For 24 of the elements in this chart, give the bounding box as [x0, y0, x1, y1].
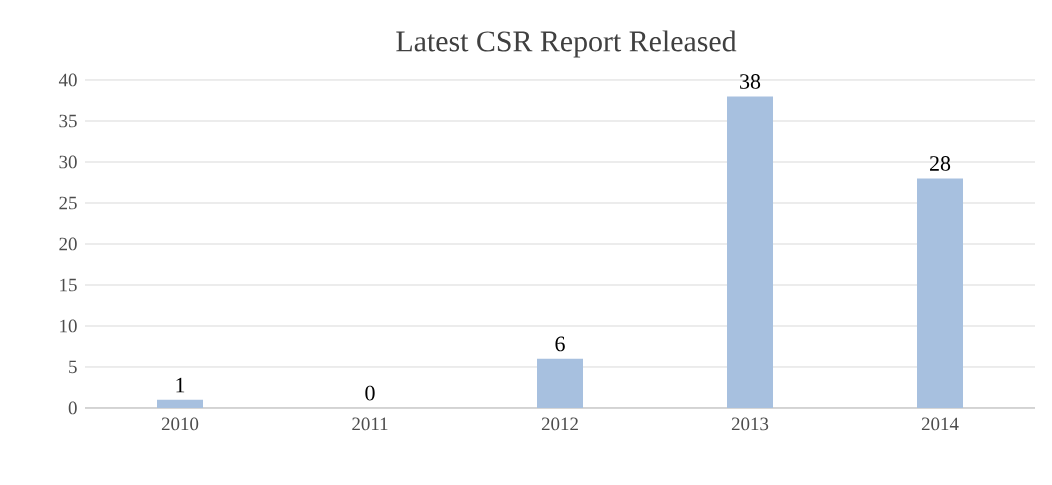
y-tick-label: 40	[58, 73, 77, 87]
y-tick-label: 5	[69, 360, 77, 374]
y-tick-label: 35	[59, 114, 77, 128]
y-tick-label: 30	[59, 155, 77, 169]
x-tick-label: 2014	[921, 417, 959, 431]
x-tick-label: 2012	[541, 417, 578, 431]
y-tick-label: 15	[60, 278, 77, 292]
bar	[917, 178, 964, 408]
y-tick-label: 25	[59, 196, 77, 210]
data-label: 28	[930, 156, 951, 171]
chart-title: Latest CSR Report Released	[396, 30, 737, 58]
x-tick-label: 2011	[352, 417, 388, 431]
x-tick-label: 2013	[731, 417, 769, 431]
y-tick-label: 10	[60, 319, 77, 333]
bar	[727, 96, 774, 408]
x-tick-label: 2010	[161, 417, 199, 431]
data-label: 1	[176, 377, 185, 393]
bar	[157, 399, 204, 408]
y-tick-label: 20	[59, 237, 77, 251]
data-label: 38	[740, 74, 761, 89]
bar	[537, 358, 584, 408]
y-tick-label: 0	[68, 401, 77, 415]
data-label: 6	[555, 336, 565, 352]
data-label: 0	[365, 385, 375, 401]
